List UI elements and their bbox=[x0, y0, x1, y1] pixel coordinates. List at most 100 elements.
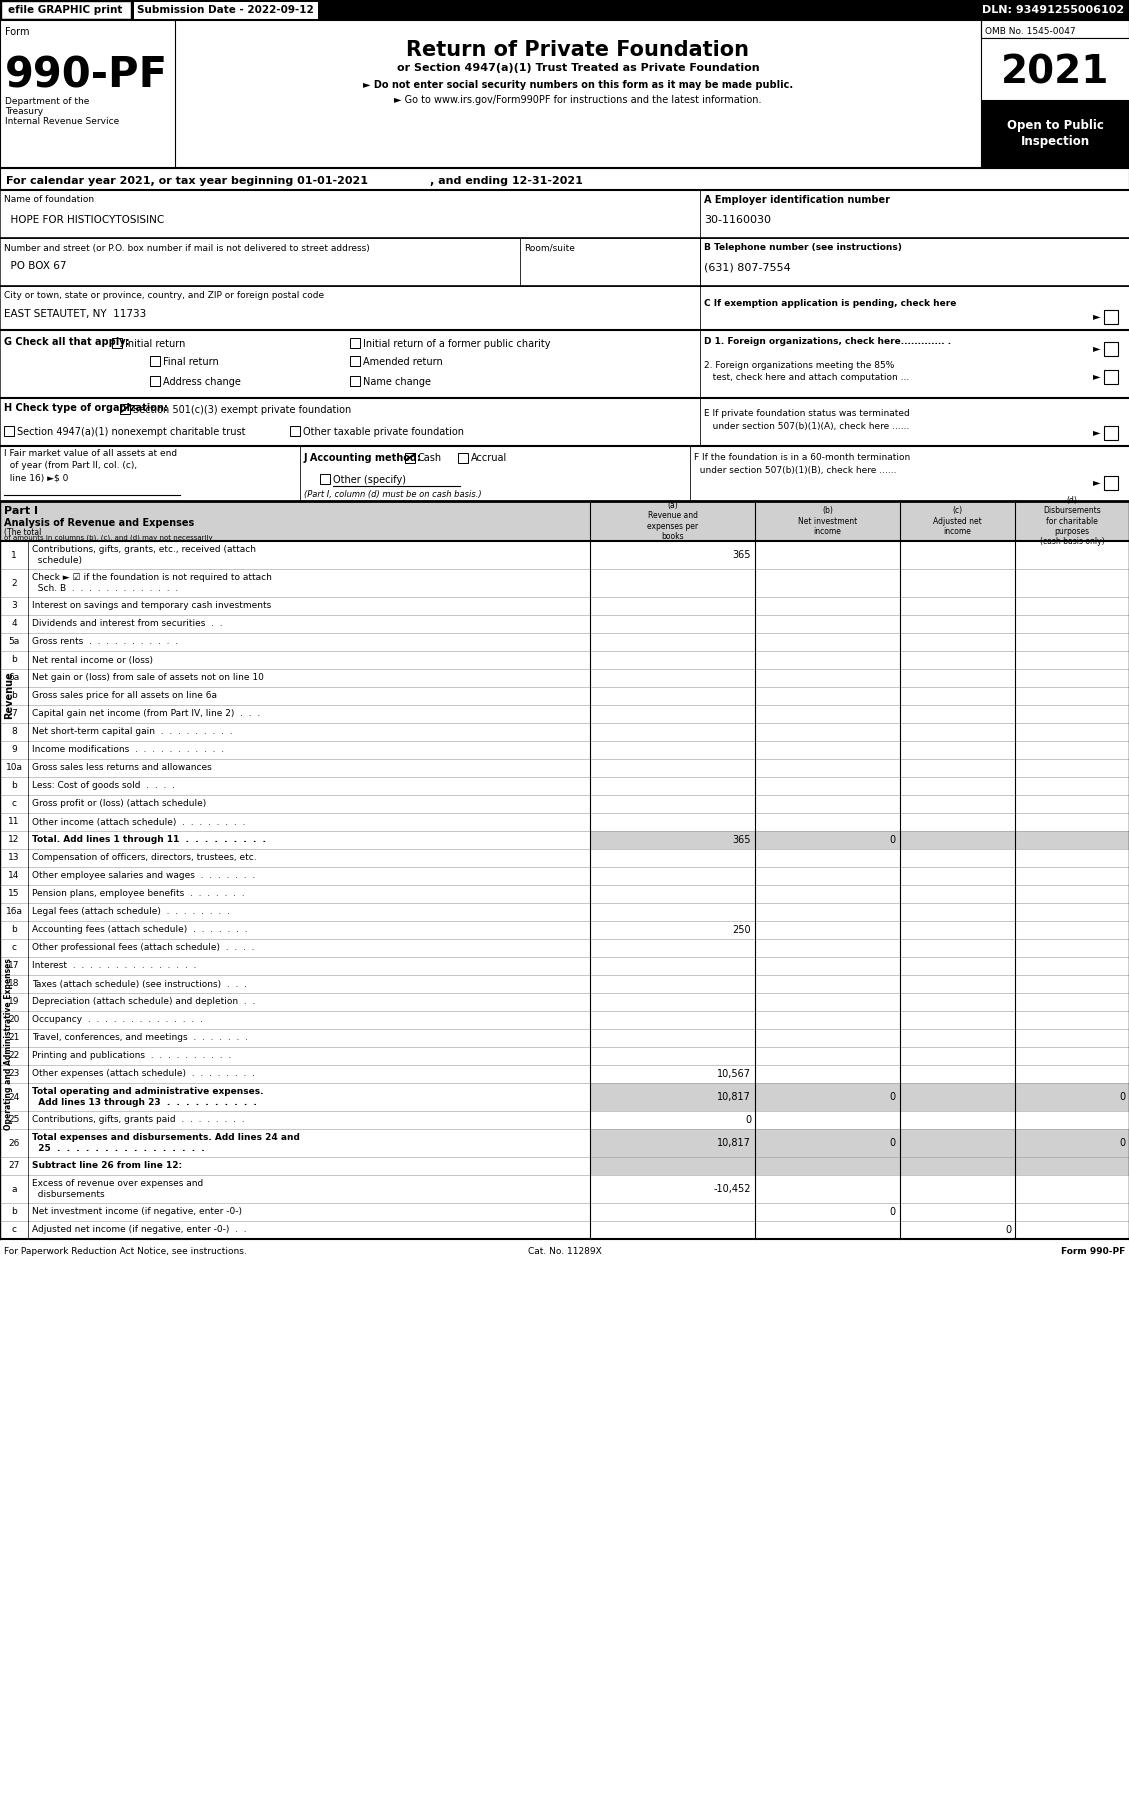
Text: Total operating and administrative expenses.
  Add lines 13 through 23  .  .  . : Total operating and administrative expen… bbox=[32, 1088, 263, 1108]
Text: Other (specify): Other (specify) bbox=[333, 475, 406, 485]
Bar bbox=[590, 1111, 1129, 1129]
Text: of year (from Part II, col. (c),: of year (from Part II, col. (c), bbox=[5, 462, 137, 471]
Text: 365: 365 bbox=[733, 834, 751, 845]
Text: a: a bbox=[11, 1185, 17, 1194]
Text: 8: 8 bbox=[11, 728, 17, 737]
Text: 27: 27 bbox=[8, 1162, 19, 1170]
Text: Interest on savings and temporary cash investments: Interest on savings and temporary cash i… bbox=[32, 602, 271, 611]
Text: (631) 807-7554: (631) 807-7554 bbox=[704, 263, 790, 273]
Text: Other professional fees (attach schedule)  .  .  .  .: Other professional fees (attach schedule… bbox=[32, 944, 254, 953]
Text: Accrual: Accrual bbox=[471, 453, 507, 464]
Text: (The total: (The total bbox=[5, 527, 42, 536]
Text: 10,817: 10,817 bbox=[717, 1091, 751, 1102]
Bar bbox=[590, 723, 1129, 741]
Text: Amended return: Amended return bbox=[364, 358, 443, 367]
Bar bbox=[1015, 502, 1129, 541]
Bar bbox=[590, 795, 1129, 813]
Text: 2. Foreign organizations meeting the 85%: 2. Foreign organizations meeting the 85% bbox=[704, 361, 894, 370]
Text: Less: Cost of goods sold  .  .  .  .: Less: Cost of goods sold . . . . bbox=[32, 782, 175, 791]
Text: 24: 24 bbox=[8, 1093, 19, 1102]
Bar bbox=[520, 237, 700, 286]
Bar bbox=[1104, 426, 1118, 441]
Bar bbox=[981, 38, 1129, 101]
Bar bbox=[150, 356, 160, 367]
Text: (d)
Disbursements
for charitable
purposes
(cash basis only): (d) Disbursements for charitable purpose… bbox=[1040, 496, 1104, 547]
Text: (c)
Adjusted net
income: (c) Adjusted net income bbox=[934, 505, 982, 536]
Text: 0: 0 bbox=[745, 1115, 751, 1126]
Text: ►: ► bbox=[1093, 476, 1101, 487]
Text: 26: 26 bbox=[8, 1138, 19, 1147]
Bar bbox=[700, 397, 1129, 446]
Text: Net short-term capital gain  .  .  .  .  .  .  .  .  .: Net short-term capital gain . . . . . . … bbox=[32, 728, 233, 737]
Text: For calendar year 2021, or tax year beginning 01-01-2021                , and en: For calendar year 2021, or tax year begi… bbox=[6, 176, 583, 185]
Text: (Part I, column (d) must be on cash basis.): (Part I, column (d) must be on cash basi… bbox=[304, 489, 482, 498]
Text: A Employer identification number: A Employer identification number bbox=[704, 194, 890, 205]
Text: Gross sales price for all assets on line 6a: Gross sales price for all assets on line… bbox=[32, 692, 217, 701]
Bar bbox=[150, 376, 160, 387]
Text: 18: 18 bbox=[8, 980, 19, 989]
Bar bbox=[700, 331, 1129, 397]
Text: For Paperwork Reduction Act Notice, see instructions.: For Paperwork Reduction Act Notice, see … bbox=[5, 1246, 247, 1255]
Text: Part I: Part I bbox=[5, 505, 38, 516]
Bar bbox=[5, 426, 14, 435]
Text: Open to Public
Inspection: Open to Public Inspection bbox=[1007, 119, 1103, 149]
Bar bbox=[133, 2, 318, 20]
Bar bbox=[320, 475, 330, 484]
Bar bbox=[700, 286, 1129, 331]
Text: Subtract line 26 from line 12:: Subtract line 26 from line 12: bbox=[32, 1162, 182, 1170]
Text: Name change: Name change bbox=[364, 378, 431, 387]
Bar bbox=[120, 405, 130, 414]
Text: Other expenses (attach schedule)  .  .  .  .  .  .  .  .: Other expenses (attach schedule) . . . .… bbox=[32, 1070, 255, 1079]
Bar bbox=[0, 502, 590, 541]
Bar bbox=[590, 502, 755, 541]
Text: C If exemption application is pending, check here: C If exemption application is pending, c… bbox=[704, 300, 956, 309]
Text: OMB No. 1545-0047: OMB No. 1545-0047 bbox=[984, 27, 1076, 36]
Bar bbox=[590, 615, 1129, 633]
Bar bbox=[900, 502, 1015, 541]
Text: 10,817: 10,817 bbox=[717, 1138, 751, 1147]
Bar bbox=[590, 651, 1129, 669]
Bar bbox=[290, 426, 300, 435]
Text: Accounting fees (attach schedule)  .  .  .  .  .  .  .: Accounting fees (attach schedule) . . . … bbox=[32, 926, 247, 935]
Text: Room/suite: Room/suite bbox=[524, 243, 575, 252]
Text: Gross sales less returns and allowances: Gross sales less returns and allowances bbox=[32, 764, 212, 773]
Text: ►: ► bbox=[1093, 343, 1101, 352]
Text: Total. Add lines 1 through 11  .  .  .  .  .  .  .  .  .: Total. Add lines 1 through 11 . . . . . … bbox=[32, 836, 266, 845]
Bar bbox=[1, 2, 131, 20]
Text: City or town, state or province, country, and ZIP or foreign postal code: City or town, state or province, country… bbox=[5, 291, 324, 300]
Bar bbox=[590, 741, 1129, 759]
Text: under section 507(b)(1)(B), check here ......: under section 507(b)(1)(B), check here .… bbox=[694, 466, 896, 475]
Text: under section 507(b)(1)(A), check here ......: under section 507(b)(1)(A), check here .… bbox=[704, 421, 909, 430]
Bar bbox=[590, 597, 1129, 615]
Text: D 1. Foreign organizations, check here............. .: D 1. Foreign organizations, check here..… bbox=[704, 338, 951, 347]
Text: 365: 365 bbox=[733, 550, 751, 559]
Bar bbox=[590, 541, 1129, 568]
Text: Legal fees (attach schedule)  .  .  .  .  .  .  .  .: Legal fees (attach schedule) . . . . . .… bbox=[32, 908, 230, 917]
Text: Section 501(c)(3) exempt private foundation: Section 501(c)(3) exempt private foundat… bbox=[133, 405, 351, 415]
Text: Return of Private Foundation: Return of Private Foundation bbox=[406, 40, 750, 59]
Text: efile GRAPHIC print: efile GRAPHIC print bbox=[8, 5, 122, 14]
Text: 990-PF: 990-PF bbox=[5, 54, 168, 95]
Text: Depreciation (attach schedule) and depletion  .  .: Depreciation (attach schedule) and deple… bbox=[32, 998, 255, 1007]
Text: 0: 0 bbox=[890, 1091, 896, 1102]
Text: ►: ► bbox=[1093, 370, 1101, 381]
Text: Form: Form bbox=[5, 27, 29, 38]
Text: 9: 9 bbox=[11, 746, 17, 755]
Text: b: b bbox=[11, 656, 17, 665]
Text: Form 990-PF: Form 990-PF bbox=[1061, 1246, 1124, 1255]
Text: c: c bbox=[11, 944, 17, 953]
Text: 2: 2 bbox=[11, 579, 17, 588]
Text: 30-1160030: 30-1160030 bbox=[704, 216, 771, 225]
Text: or Section 4947(a)(1) Trust Treated as Private Foundation: or Section 4947(a)(1) Trust Treated as P… bbox=[396, 63, 760, 74]
Bar bbox=[1104, 370, 1118, 385]
Text: ►: ► bbox=[1093, 311, 1101, 322]
Bar bbox=[590, 1203, 1129, 1221]
Bar bbox=[590, 849, 1129, 867]
Text: F If the foundation is in a 60-month termination: F If the foundation is in a 60-month ter… bbox=[694, 453, 910, 462]
Bar bbox=[590, 759, 1129, 777]
Bar bbox=[590, 957, 1129, 975]
Text: DLN: 93491255006102: DLN: 93491255006102 bbox=[982, 5, 1124, 14]
Text: Contributions, gifts, grants paid  .  .  .  .  .  .  .  .: Contributions, gifts, grants paid . . . … bbox=[32, 1115, 245, 1124]
Bar bbox=[350, 356, 360, 367]
Text: Operating and Administrative Expenses: Operating and Administrative Expenses bbox=[5, 958, 14, 1129]
